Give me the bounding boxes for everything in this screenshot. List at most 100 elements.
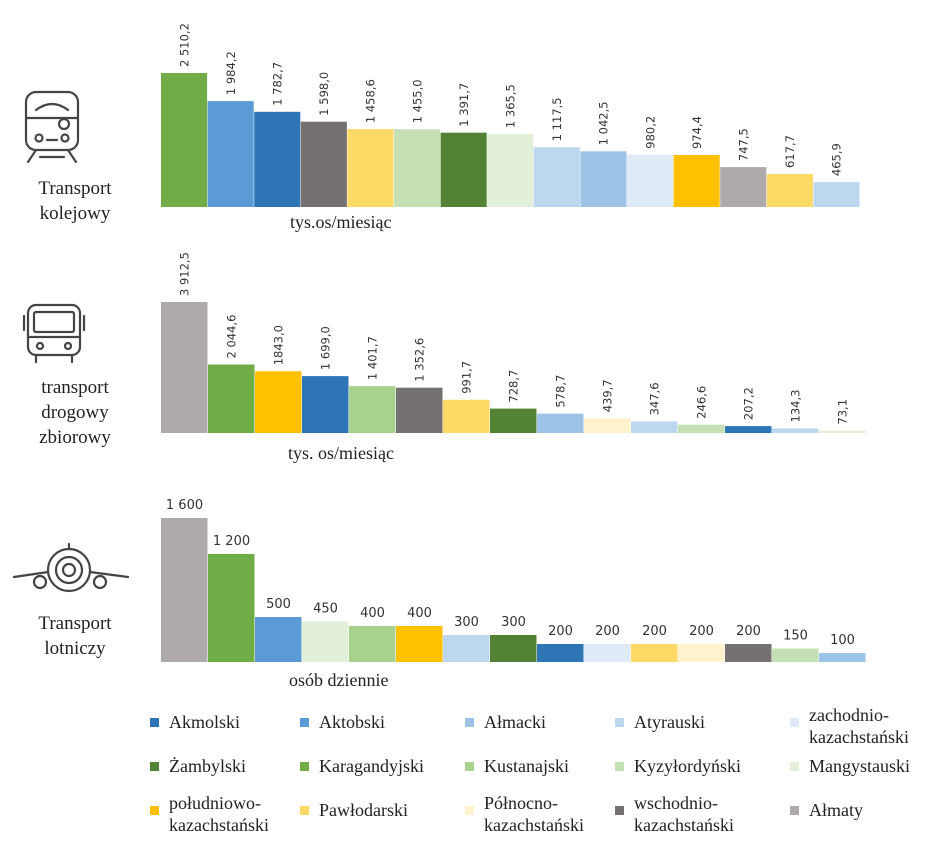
- data-label: 200: [595, 624, 620, 639]
- bar: [772, 428, 819, 433]
- bus-icon: [22, 303, 86, 364]
- panel-label-line: Transport: [38, 613, 112, 634]
- data-label: 2 510,2: [177, 23, 191, 67]
- legend-swatch: [790, 762, 799, 771]
- legend-label: Akmolski: [169, 712, 240, 732]
- legend-label: wschodnio-: [634, 793, 718, 813]
- legend-label: Pawłodarski: [319, 800, 408, 820]
- axis-unit-air: osób dziennie: [289, 670, 388, 690]
- data-label: 246,6: [695, 386, 709, 419]
- bar: [584, 644, 631, 662]
- bar: [537, 413, 584, 433]
- data-label: 1 455,0: [410, 79, 424, 123]
- bar: [396, 626, 443, 662]
- data-label: 1 352,6: [413, 338, 427, 382]
- legend-label: kazachstański: [809, 727, 909, 747]
- bar: [254, 111, 301, 207]
- bar: [673, 155, 720, 207]
- bar: [443, 399, 490, 433]
- bar: [349, 626, 396, 662]
- bar: [255, 617, 302, 662]
- data-label: 347,6: [648, 382, 662, 415]
- bar: [725, 644, 772, 662]
- bar: [302, 376, 349, 433]
- bar: [208, 364, 255, 433]
- data-label: 200: [548, 624, 573, 639]
- legend: Akmolski Aktobski Ałmacki Atyrauski zachodni…: [150, 705, 910, 835]
- data-label: 1 782,7: [271, 62, 285, 106]
- data-label: 728,7: [507, 370, 521, 403]
- axis-unit-road: tys. os/miesiąc: [288, 443, 394, 463]
- bar: [207, 101, 254, 207]
- bar: [678, 644, 725, 662]
- bar: [678, 424, 725, 433]
- bar: [631, 644, 678, 662]
- legend-swatch: [465, 718, 474, 727]
- legend-label: Kustanajski: [484, 756, 569, 776]
- bar: [161, 302, 208, 433]
- data-label: 100: [830, 633, 855, 648]
- bar: [443, 635, 490, 662]
- data-label: 73,1: [836, 399, 850, 425]
- data-label: 207,2: [742, 387, 756, 420]
- legend-swatch: [615, 762, 624, 771]
- data-label: 1 458,6: [364, 79, 378, 123]
- panel-label-line: Transport: [38, 178, 112, 199]
- data-label: 974,4: [690, 116, 704, 149]
- bar: [627, 154, 674, 207]
- data-label: 1 042,5: [597, 101, 611, 145]
- data-label: 134,3: [789, 390, 803, 423]
- legend-label: kazachstański: [484, 815, 584, 835]
- data-label: 617,7: [783, 135, 797, 168]
- data-label: 747,5: [737, 128, 751, 161]
- bar: [772, 648, 819, 662]
- bar: [394, 129, 441, 207]
- legend-label: Ałmaty: [809, 800, 863, 820]
- data-label: 578,7: [554, 375, 568, 408]
- data-label: 400: [407, 606, 432, 621]
- data-label: 1 200: [213, 534, 250, 549]
- data-label: 300: [501, 615, 526, 630]
- bar: [349, 386, 396, 433]
- data-label: 450: [313, 602, 338, 617]
- panel-label-line: lotniczy: [44, 638, 106, 659]
- legend-swatch: [465, 806, 474, 815]
- panel-label-line: kolejowy: [40, 203, 111, 224]
- bar: [396, 387, 443, 433]
- data-label: 150: [783, 629, 808, 644]
- legend-label: Mangystauski: [809, 756, 910, 776]
- bar: [440, 132, 487, 207]
- bar: [631, 421, 678, 433]
- bar: [490, 408, 537, 433]
- chart-air: 1 600 1 200 500 450 400 400 300 300 200 200 200 200…: [161, 498, 866, 662]
- data-label: 200: [689, 624, 714, 639]
- bar: [300, 121, 347, 207]
- axis-unit-rail: tys.os/miesiąc: [290, 212, 392, 232]
- bar: [255, 371, 302, 433]
- legend-swatch: [300, 718, 309, 727]
- train-icon: [24, 90, 80, 164]
- bar: [537, 644, 584, 662]
- data-label: 1 598,0: [317, 72, 331, 116]
- legend-label: Atyrauski: [634, 712, 705, 732]
- bar: [302, 621, 349, 662]
- legend-label: Aktobski: [319, 712, 385, 732]
- data-label: 3 912,5: [178, 252, 192, 296]
- bar: [533, 147, 580, 207]
- legend-swatch: [150, 806, 159, 815]
- data-label: 200: [642, 624, 667, 639]
- legend-swatch: [150, 762, 159, 771]
- bar: [161, 73, 208, 207]
- airplane-icon: [12, 542, 130, 593]
- bar: [819, 430, 866, 433]
- data-label: 2 044,6: [225, 315, 239, 359]
- data-label: 465,9: [830, 143, 844, 176]
- bar: [720, 167, 767, 207]
- legend-swatch: [300, 762, 309, 771]
- bar: [347, 129, 394, 207]
- bar: [490, 635, 537, 662]
- data-label: 439,7: [601, 379, 615, 412]
- data-label: 1 391,7: [457, 83, 471, 127]
- legend-swatch: [615, 718, 624, 727]
